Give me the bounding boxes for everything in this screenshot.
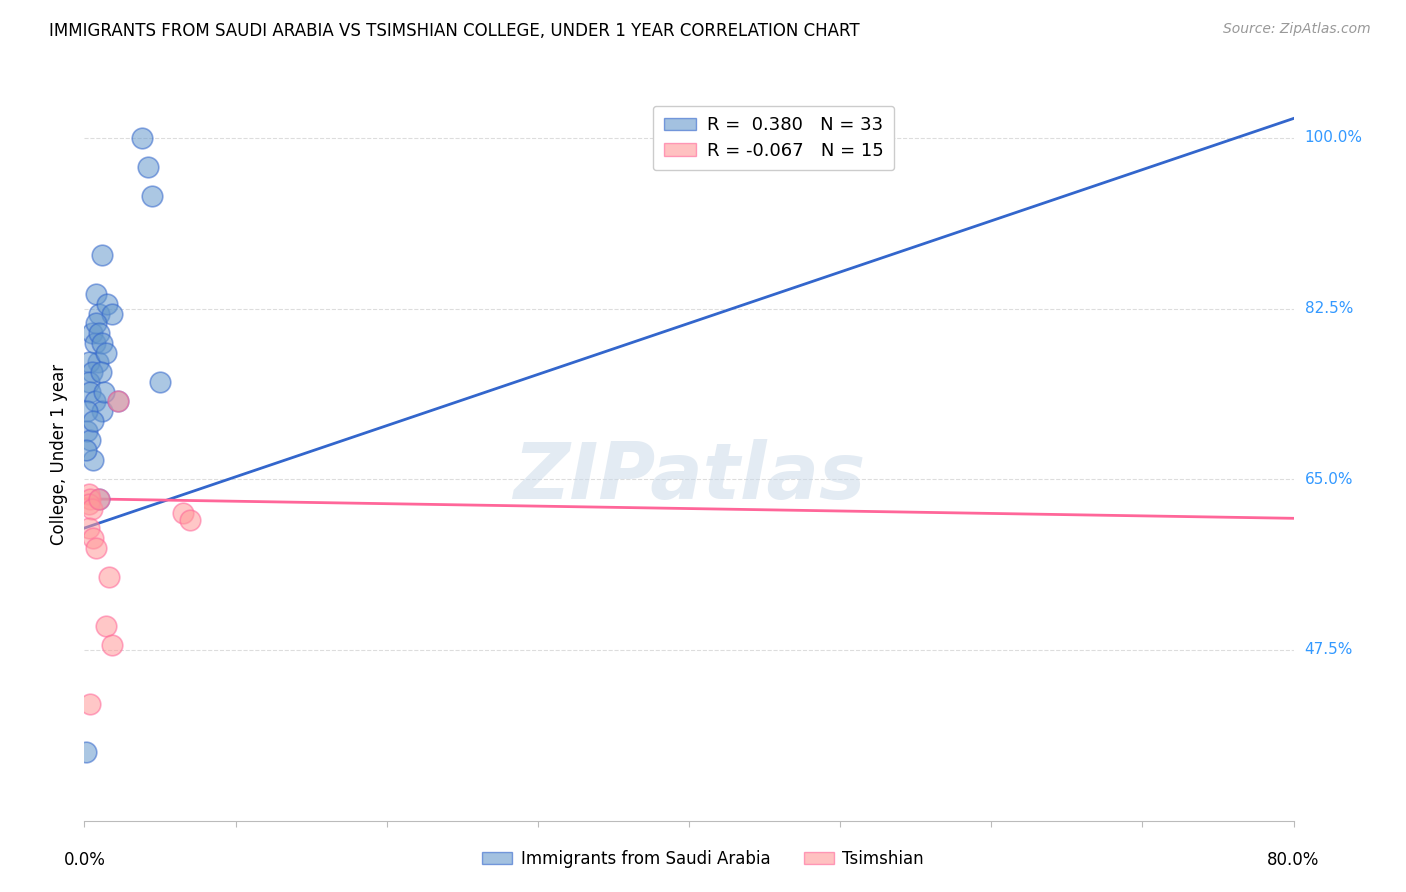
Point xyxy=(77,487,100,501)
Point xyxy=(91,404,114,418)
Text: 80.0%: 80.0% xyxy=(1267,851,1320,869)
Point xyxy=(89,491,111,506)
Point xyxy=(77,497,100,511)
Point xyxy=(107,394,129,409)
Text: 82.5%: 82.5% xyxy=(1305,301,1353,316)
Point xyxy=(76,404,98,418)
Text: 65.0%: 65.0% xyxy=(1305,472,1353,487)
Point xyxy=(96,297,118,311)
Point xyxy=(75,745,97,759)
Point xyxy=(82,531,104,545)
Y-axis label: College, Under 1 year: College, Under 1 year xyxy=(51,364,69,546)
Text: 0.0%: 0.0% xyxy=(63,851,105,869)
Point xyxy=(80,365,103,379)
Point xyxy=(94,345,117,359)
Point xyxy=(89,491,111,506)
Text: Source: ZipAtlas.com: Source: ZipAtlas.com xyxy=(1223,22,1371,37)
Point xyxy=(79,697,101,711)
Point xyxy=(136,160,159,174)
Point xyxy=(131,131,153,145)
Point xyxy=(100,638,122,652)
Point xyxy=(100,306,122,320)
Legend: R =  0.380   N = 33, R = -0.067   N = 15: R = 0.380 N = 33, R = -0.067 N = 15 xyxy=(652,105,894,170)
Point xyxy=(84,335,107,350)
Point xyxy=(76,424,98,438)
Point xyxy=(79,434,101,448)
Text: ZIPatlas: ZIPatlas xyxy=(513,439,865,515)
Point xyxy=(107,394,129,409)
Point xyxy=(86,541,108,555)
Text: 47.5%: 47.5% xyxy=(1305,642,1353,657)
Point xyxy=(93,384,115,399)
Point xyxy=(87,355,110,369)
Point xyxy=(89,306,111,320)
Point xyxy=(172,507,194,521)
Point xyxy=(149,375,172,389)
Point xyxy=(79,491,101,506)
Point xyxy=(84,394,107,409)
Point xyxy=(91,335,114,350)
Point xyxy=(179,513,201,527)
Legend: Immigrants from Saudi Arabia, Tsimshian: Immigrants from Saudi Arabia, Tsimshian xyxy=(475,844,931,875)
Point xyxy=(75,443,97,458)
Point xyxy=(86,316,108,330)
Point xyxy=(86,287,108,301)
Text: 100.0%: 100.0% xyxy=(1305,130,1362,145)
Point xyxy=(79,384,101,399)
Point xyxy=(82,414,104,428)
Point xyxy=(77,355,100,369)
Text: IMMIGRANTS FROM SAUDI ARABIA VS TSIMSHIAN COLLEGE, UNDER 1 YEAR CORRELATION CHAR: IMMIGRANTS FROM SAUDI ARABIA VS TSIMSHIA… xyxy=(49,22,860,40)
Point xyxy=(80,501,103,516)
Point xyxy=(91,248,114,262)
Point xyxy=(97,570,120,584)
Point xyxy=(82,452,104,467)
Point xyxy=(94,618,117,632)
Point xyxy=(90,365,112,379)
Point xyxy=(80,326,103,340)
Point xyxy=(141,189,163,203)
Point xyxy=(77,521,100,535)
Point xyxy=(89,326,111,340)
Point xyxy=(77,375,100,389)
